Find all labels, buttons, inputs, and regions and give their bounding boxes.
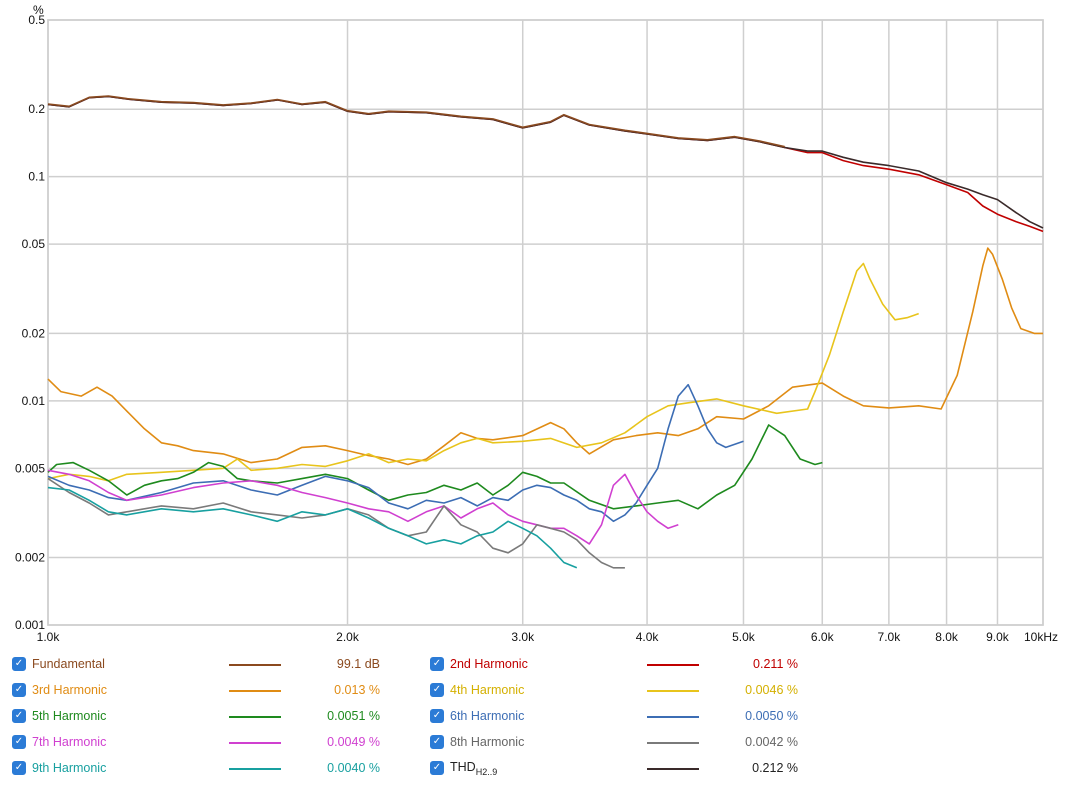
y-tick-label: 0.001: [15, 618, 45, 632]
plot-frame: [47, 19, 1044, 626]
x-tick-label: 2.0k: [336, 630, 360, 644]
legend-swatch: [647, 690, 699, 692]
legend-label: 6th Harmonic: [450, 709, 525, 723]
legend-value: 0.211 %: [753, 657, 798, 671]
grid: [47, 19, 1044, 626]
legend-checkbox[interactable]: ✓: [12, 683, 26, 697]
legend-checkbox[interactable]: ✓: [12, 761, 26, 775]
series-line-2nd-harmonic: [47, 95, 1044, 233]
series-line-4th-harmonic: [47, 262, 919, 482]
legend-label: 4th Harmonic: [450, 683, 525, 697]
legend-swatch: [229, 768, 281, 770]
legend-label: 5th Harmonic: [32, 709, 107, 723]
y-tick-label: 0.1: [28, 170, 45, 184]
legend-swatch: [229, 742, 281, 744]
series-line-5th-harmonic: [47, 424, 823, 510]
legend-label: Fundamental: [32, 657, 105, 671]
legend-checkbox[interactable]: ✓: [430, 683, 444, 697]
legend-value: 0.0050 %: [745, 709, 798, 723]
x-tick-label: 10kHz: [1024, 630, 1058, 644]
legend-value: 0.0040 %: [327, 761, 380, 775]
legend-item[interactable]: ✓ 2nd Harmonic: [430, 654, 528, 674]
legend-value: 0.0042 %: [745, 735, 798, 749]
series-line-8th-harmonic: [47, 477, 625, 569]
legend-value: 0.013 %: [334, 683, 380, 697]
legend-item[interactable]: ✓ 8th Harmonic: [430, 732, 524, 752]
legend-label: 8th Harmonic: [450, 735, 525, 749]
series-lines: [47, 95, 1044, 569]
y-tick-label: 0.2: [28, 102, 45, 116]
legend-label: 9th Harmonic: [32, 761, 107, 775]
series-line-fundamental: [47, 95, 785, 148]
legend-value: 99.1 dB: [336, 657, 380, 671]
y-tick-label: 0.02: [22, 326, 46, 340]
legend-checkbox[interactable]: ✓: [430, 657, 444, 671]
legend-item[interactable]: ✓ 6th Harmonic: [430, 706, 524, 726]
legend-checkbox[interactable]: ✓: [430, 761, 444, 775]
legend-item[interactable]: ✓ Fundamental: [12, 654, 105, 674]
y-tick-label: 0.01: [22, 394, 46, 408]
legend-item[interactable]: ✓ 4th Harmonic: [430, 680, 524, 700]
legend-swatch: [229, 716, 281, 718]
x-tick-label: 4.0k: [636, 630, 660, 644]
legend-checkbox[interactable]: ✓: [12, 735, 26, 749]
legend-label-subscript: H2..9: [475, 766, 498, 777]
thd-chart: % 0.5 0.2 0.1 0.05 0.02 0.01 0.005 0.002 0.001 1…: [15, 3, 1058, 644]
series-line-thd: [47, 95, 1044, 229]
series-line-7th-harmonic: [47, 469, 679, 545]
legend-checkbox[interactable]: ✓: [430, 735, 444, 749]
legend-item[interactable]: ✓ 7th Harmonic: [12, 732, 106, 752]
x-tick-label: 6.0k: [811, 630, 835, 644]
x-axis-ticks: 1.0k 2.0k 3.0k 4.0k 5.0k 6.0k 7.0k 8.0k 9.0k 10kH…: [37, 630, 1058, 644]
legend-item[interactable]: ✓ 9th Harmonic: [12, 758, 106, 778]
legend-swatch: [647, 768, 699, 770]
legend-checkbox[interactable]: ✓: [430, 709, 444, 723]
legend-item[interactable]: ✓ 5th Harmonic: [12, 706, 106, 726]
x-tick-label: 8.0k: [935, 630, 959, 644]
legend-swatch: [647, 716, 699, 718]
x-tick-label: 7.0k: [878, 630, 902, 644]
series-line-3rd-harmonic: [47, 247, 1043, 466]
legend-checkbox[interactable]: ✓: [12, 657, 26, 671]
series-line-9th-harmonic: [47, 486, 578, 569]
legend-swatch: [229, 690, 281, 692]
legend-checkbox[interactable]: ✓: [12, 709, 26, 723]
legend-value: 0.212 %: [752, 761, 798, 775]
x-tick-label: 3.0k: [511, 630, 535, 644]
legend-swatch: [229, 664, 281, 666]
legend-swatch: [647, 664, 699, 666]
legend-label: 7th Harmonic: [32, 735, 107, 749]
legend-item[interactable]: ✓ THDH2..9: [430, 758, 497, 778]
y-axis-ticks: 0.5 0.2 0.1 0.05 0.02 0.01 0.005 0.002 0.001: [15, 13, 45, 632]
y-tick-label: 0.05: [22, 237, 46, 251]
y-axis-unit-label: %: [33, 3, 44, 17]
legend-label: THDH2..9: [450, 759, 498, 777]
y-tick-label: 0.002: [15, 551, 45, 565]
legend-value: 0.0051 %: [327, 709, 380, 723]
y-tick-label: 0.005: [15, 461, 45, 475]
legend-swatch: [647, 742, 699, 744]
legend: ✓ Fundamental 99.1 dB ✓ 2nd Harmonic 0.211 % ✓…: [0, 651, 1067, 781]
legend-label: 3rd Harmonic: [32, 683, 108, 697]
x-tick-label: 5.0k: [732, 630, 756, 644]
y-tick-label: 0.5: [28, 13, 45, 27]
legend-value: 0.0049 %: [327, 735, 380, 749]
legend-item[interactable]: ✓ 3rd Harmonic: [12, 680, 107, 700]
x-tick-label: 9.0k: [986, 630, 1010, 644]
series-line-6th-harmonic: [47, 383, 744, 523]
legend-label: 2nd Harmonic: [450, 657, 528, 671]
x-tick-label: 1.0k: [37, 630, 61, 644]
legend-value: 0.0046 %: [745, 683, 798, 697]
